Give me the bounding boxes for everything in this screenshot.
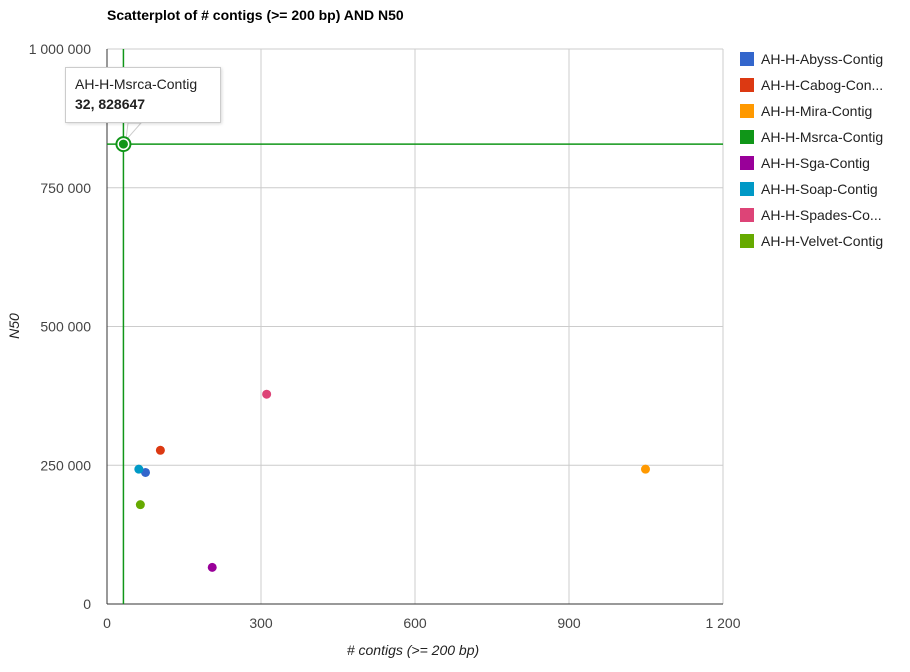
x-tick-label: 600 [403, 615, 427, 631]
data-points [115, 136, 650, 572]
x-axis-title: # contigs (>= 200 bp) [347, 642, 479, 658]
legend-item[interactable]: AH-H-Cabog-Con... [740, 72, 883, 98]
y-tick-label: 0 [83, 596, 91, 612]
data-point [155, 445, 165, 455]
data-point [141, 467, 150, 477]
x-tick-label: 1 200 [705, 615, 740, 631]
legend-item[interactable]: AH-H-Soap-Contig [740, 176, 883, 202]
data-point [118, 139, 128, 149]
legend-swatch [740, 130, 754, 144]
legend-label: AH-H-Soap-Contig [761, 181, 878, 197]
x-tick-label: 300 [249, 615, 273, 631]
legend-label: AH-H-Spades-Co... [761, 207, 882, 223]
y-tick-label: 500 000 [40, 319, 91, 335]
legend-swatch [740, 234, 754, 248]
data-point [207, 562, 217, 572]
legend-swatch [740, 208, 754, 222]
y-tick-label: 1 000 000 [29, 41, 91, 57]
legend-swatch [740, 156, 754, 170]
legend-swatch [740, 182, 754, 196]
y-tick-label: 250 000 [40, 457, 91, 473]
legend-item[interactable]: AH-H-Spades-Co... [740, 202, 883, 228]
data-point [134, 464, 144, 474]
legend-label: AH-H-Abyss-Contig [761, 51, 884, 67]
chart-title: Scatterplot of # contigs (>= 200 bp) AND… [107, 7, 404, 23]
grid-lines [106, 48, 724, 605]
legend-label: AH-H-Mira-Contig [761, 103, 873, 119]
legend-swatch [740, 52, 754, 66]
legend-item[interactable]: AH-H-Mira-Contig [740, 98, 883, 124]
x-tick-label: 900 [557, 615, 581, 631]
legend-item[interactable]: AH-H-Sga-Contig [740, 150, 883, 176]
tooltip-value: 32, 828647 [75, 96, 146, 112]
legend-item[interactable]: AH-H-Abyss-Contig [740, 46, 883, 72]
data-point [135, 500, 145, 510]
legend-label: AH-H-Cabog-Con... [761, 77, 884, 93]
y-axis-title: N50 [6, 313, 22, 339]
tooltip-series-name: AH-H-Msrca-Contig [75, 76, 198, 92]
legend-swatch [740, 78, 754, 92]
legend-item[interactable]: AH-H-Msrca-Contig [740, 124, 883, 150]
tooltip: AH-H-Msrca-Contig 32, 828647 [65, 67, 221, 123]
x-tick-label: 0 [103, 615, 111, 631]
legend: AH-H-Abyss-Contig AH-H-Cabog-Con... AH-H-M… [740, 46, 883, 254]
axis-ticks: 0 300 600 900 1 200 0 250 000 500 000 750 000 1 0… [29, 41, 741, 631]
legend-label: AH-H-Msrca-Contig [761, 129, 884, 145]
legend-item[interactable]: AH-H-Velvet-Contig [740, 228, 883, 254]
data-point [640, 464, 650, 474]
y-tick-label: 750 000 [40, 180, 91, 196]
tooltip-pointer [125, 122, 143, 142]
legend-label: AH-H-Velvet-Contig [761, 233, 884, 249]
data-point [262, 389, 272, 399]
legend-swatch [740, 104, 754, 118]
legend-label: AH-H-Sga-Contig [761, 155, 870, 171]
